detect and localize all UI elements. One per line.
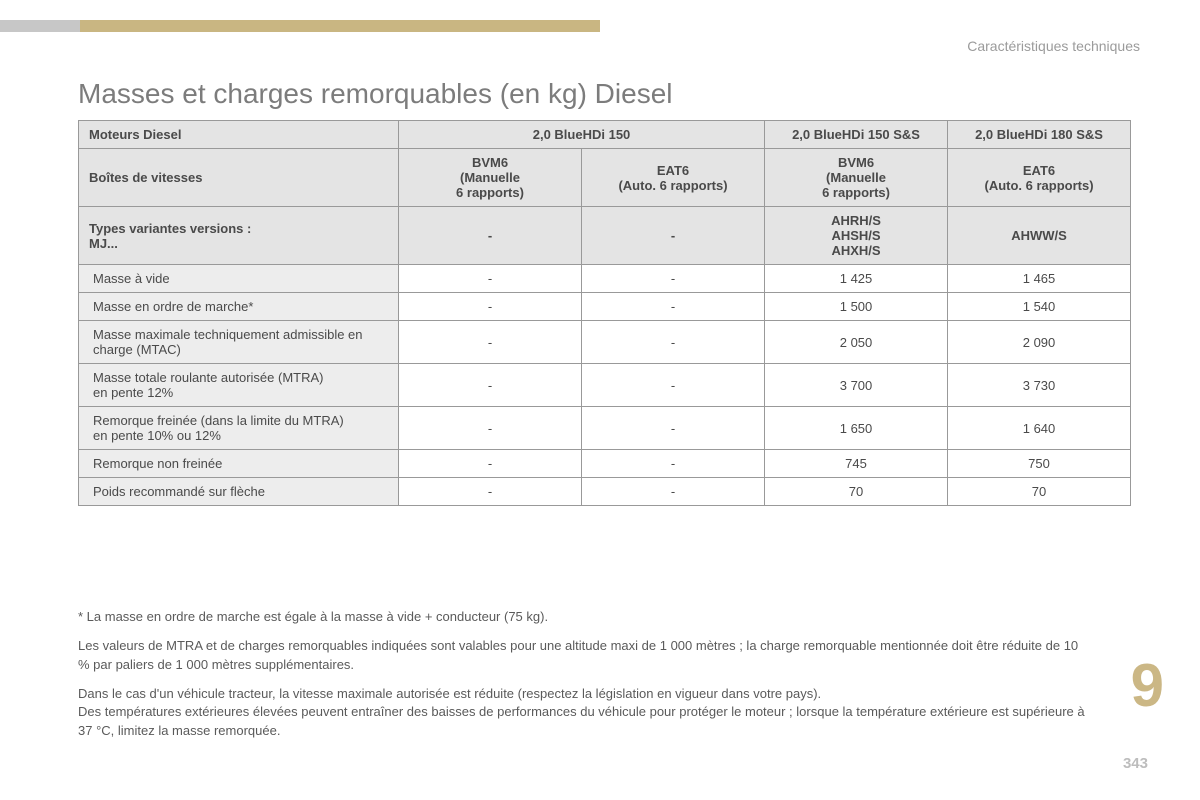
footnote-temperature: Des températures extérieures élevées peu… <box>78 703 1088 741</box>
cell-value: 2 050 <box>765 321 948 364</box>
table-row: Moteurs Diesel 2,0 BlueHDi 150 2,0 BlueH… <box>79 121 1131 149</box>
cell-value: - <box>582 450 765 478</box>
cell-value: 1 650 <box>765 407 948 450</box>
table-row: Masse à vide--1 4251 465 <box>79 265 1131 293</box>
cell-value: - <box>399 293 582 321</box>
accent-bar <box>0 20 600 32</box>
footnote-tractor: Dans le cas d'un véhicule tracteur, la v… <box>78 685 1088 704</box>
cell-value: - <box>582 293 765 321</box>
cell-value: 1 640 <box>948 407 1131 450</box>
gearbox-col-4: EAT6(Auto. 6 rapports) <box>948 149 1131 207</box>
cell-value: 1 500 <box>765 293 948 321</box>
cell-value: - <box>399 450 582 478</box>
header-engine-3: 2,0 BlueHDi 180 S&S <box>948 121 1131 149</box>
cell-value: 1 540 <box>948 293 1131 321</box>
footnote-mtra: Les valeurs de MTRA et de charges remorq… <box>78 637 1088 675</box>
variant-col-2: - <box>582 207 765 265</box>
header-moteurs: Moteurs Diesel <box>79 121 399 149</box>
spec-table-container: Moteurs Diesel 2,0 BlueHDi 150 2,0 BlueH… <box>78 120 1130 506</box>
table-row: Boîtes de vitesses BVM6(Manuelle6 rappor… <box>79 149 1131 207</box>
cell-value: 2 090 <box>948 321 1131 364</box>
row-label: Masse totale roulante autorisée (MTRA)en… <box>79 364 399 407</box>
header-variants: Types variantes versions :MJ... <box>79 207 399 265</box>
cell-value: 70 <box>948 478 1131 506</box>
variant-col-3: AHRH/SAHSH/SAHXH/S <box>765 207 948 265</box>
row-label: Masse maximale techniquement admissible … <box>79 321 399 364</box>
variant-col-1: - <box>399 207 582 265</box>
header-engine-2: 2,0 BlueHDi 150 S&S <box>765 121 948 149</box>
spec-table: Moteurs Diesel 2,0 BlueHDi 150 2,0 BlueH… <box>78 120 1131 506</box>
row-label: Remorque non freinée <box>79 450 399 478</box>
cell-value: 3 730 <box>948 364 1131 407</box>
row-label: Masse en ordre de marche* <box>79 293 399 321</box>
cell-value: 70 <box>765 478 948 506</box>
cell-value: 745 <box>765 450 948 478</box>
cell-value: - <box>399 407 582 450</box>
table-row: Masse maximale techniquement admissible … <box>79 321 1131 364</box>
footnotes: * La masse en ordre de marche est égale … <box>78 608 1088 751</box>
gearbox-col-1: BVM6(Manuelle6 rapports) <box>399 149 582 207</box>
table-row: Masse en ordre de marche*--1 5001 540 <box>79 293 1131 321</box>
gearbox-col-3: BVM6(Manuelle6 rapports) <box>765 149 948 207</box>
cell-value: 750 <box>948 450 1131 478</box>
cell-value: - <box>399 478 582 506</box>
page-number: 343 <box>1123 755 1148 772</box>
cell-value: - <box>582 265 765 293</box>
section-number: 9 <box>1131 651 1164 720</box>
cell-value: 1 425 <box>765 265 948 293</box>
row-label: Poids recommandé sur flèche <box>79 478 399 506</box>
header-gearbox: Boîtes de vitesses <box>79 149 399 207</box>
footnote-asterisk: * La masse en ordre de marche est égale … <box>78 608 1088 627</box>
table-row: Poids recommandé sur flèche--7070 <box>79 478 1131 506</box>
cell-value: - <box>582 321 765 364</box>
cell-value: - <box>399 321 582 364</box>
row-label: Masse à vide <box>79 265 399 293</box>
table-row: Remorque freinée (dans la limite du MTRA… <box>79 407 1131 450</box>
cell-value: 1 465 <box>948 265 1131 293</box>
gearbox-col-2: EAT6(Auto. 6 rapports) <box>582 149 765 207</box>
header-engine-1: 2,0 BlueHDi 150 <box>399 121 765 149</box>
table-row: Types variantes versions :MJ... - - AHRH… <box>79 207 1131 265</box>
cell-value: - <box>582 407 765 450</box>
cell-value: - <box>399 265 582 293</box>
cell-value: - <box>582 364 765 407</box>
table-row: Remorque non freinée--745750 <box>79 450 1131 478</box>
grey-bar-segment <box>0 20 80 32</box>
category-label: Caractéristiques techniques <box>967 38 1140 54</box>
row-label: Remorque freinée (dans la limite du MTRA… <box>79 407 399 450</box>
table-row: Masse totale roulante autorisée (MTRA)en… <box>79 364 1131 407</box>
variant-col-4: AHWW/S <box>948 207 1131 265</box>
page-title: Masses et charges remorquables (en kg) D… <box>78 78 672 110</box>
cell-value: 3 700 <box>765 364 948 407</box>
cell-value: - <box>399 364 582 407</box>
cell-value: - <box>582 478 765 506</box>
